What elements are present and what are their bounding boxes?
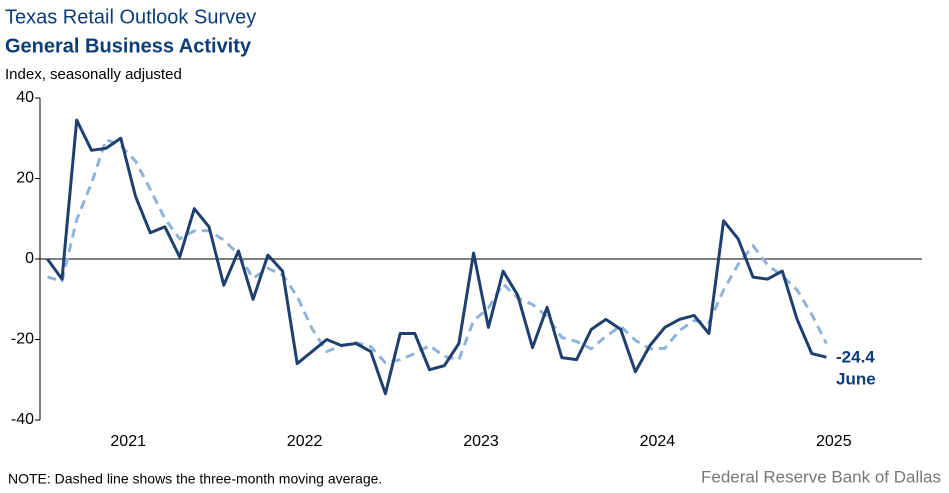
annotation: June <box>836 369 876 388</box>
x-tick-label: 2023 <box>463 433 499 450</box>
series-line <box>47 138 828 365</box>
y-axis-label: Index, seasonally adjusted <box>5 66 182 83</box>
chart-title: Texas Retail Outlook Survey <box>5 6 256 28</box>
y-tick-label: -40 <box>11 411 34 428</box>
series-line <box>46 118 827 396</box>
x-tick-label: 2024 <box>640 433 676 450</box>
note: NOTE: Dashed line shows the three-month … <box>8 471 382 487</box>
annotation: -24.4 <box>836 347 875 366</box>
x-tick-label: 2022 <box>287 433 323 450</box>
y-tick-label: 20 <box>16 170 34 187</box>
y-tick-label: 40 <box>16 89 34 106</box>
source: Federal Reserve Bank of Dallas <box>701 467 941 486</box>
x-tick-label: 2025 <box>816 433 852 450</box>
chart-subtitle: General Business Activity <box>5 35 252 57</box>
y-tick-label: -20 <box>11 331 34 348</box>
x-tick-label: 2021 <box>110 433 146 450</box>
y-tick-label: 0 <box>25 250 34 267</box>
